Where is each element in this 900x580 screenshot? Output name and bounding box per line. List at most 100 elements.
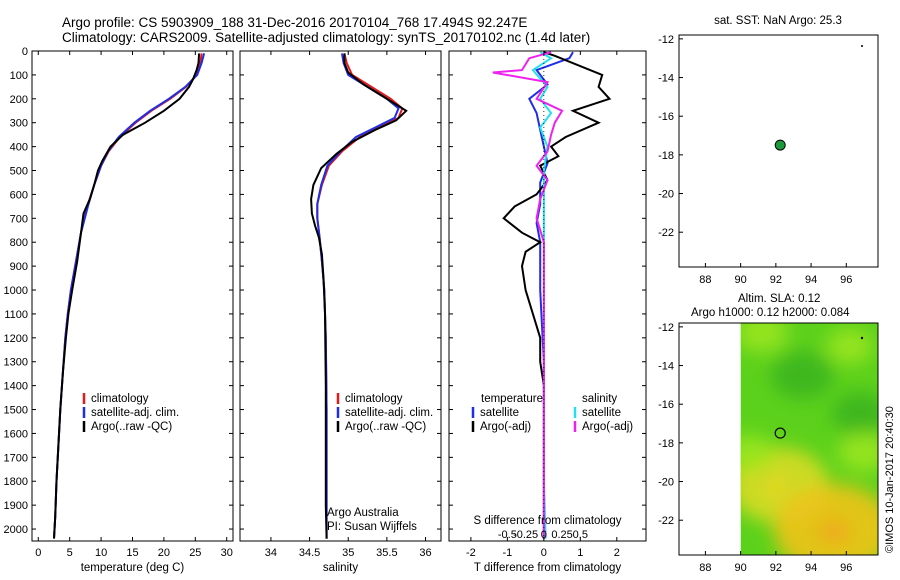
sal-annotation-1: PI: Susan Wijffels — [327, 521, 417, 533]
g-sla-ytick-label: -22 — [658, 515, 674, 527]
g-temp-xtick-label: 30 — [221, 547, 233, 559]
g-sst-ytick-label: -14 — [658, 73, 674, 85]
g-sla-frame — [678, 322, 879, 556]
g-temp-series-1 — [53, 53, 206, 539]
sst-title: sat. SST: NaN Argo: 25.3 — [714, 15, 842, 27]
g-sal-xtick-label: 34.5 — [299, 547, 320, 559]
g-sst-ytick-label: -20 — [658, 189, 674, 201]
imos-credit: ©IMOS 10-Jan-2017 20:40:30 — [884, 406, 896, 553]
g-sal-xtick-label: 34 — [265, 547, 277, 559]
g-temp-series-2 — [53, 53, 201, 539]
figure-title-line1: Argo profile: CS 5903909_188 31-Dec-2016… — [62, 15, 527, 30]
g-sal-series-2 — [310, 53, 408, 539]
g-temp-xtick-label: 25 — [189, 547, 201, 559]
temperature-panel: 0 5 10 15 20 25 30 temperature (deg C) 0 100 200 30… — [4, 46, 234, 574]
g-diff-xtick-label: 1 — [577, 547, 583, 559]
g-sal-series-1 — [316, 53, 400, 539]
sal-legend-0-label: climatology — [345, 393, 403, 405]
g-sst-xtick-label: 88 — [699, 274, 711, 286]
sla-title-1: Altim. SLA: 0.12 — [738, 293, 820, 305]
g-temp-ytick-label: 1400 — [4, 381, 28, 393]
g-temp-ytick-label: 1200 — [4, 333, 28, 345]
g-temp-ytick-label: 200 — [10, 94, 28, 106]
sla-blob-4 — [773, 483, 878, 555]
diff-legend-sal-title: salinity — [582, 393, 617, 405]
sla-field — [740, 323, 878, 555]
diff-stick-label: 0.25 — [551, 529, 572, 541]
g-diff-frame — [448, 50, 647, 542]
g-temp-ytick-label: 800 — [10, 237, 28, 249]
sla-blob-1 — [740, 323, 788, 353]
diff-top-label: S difference from climatology — [473, 515, 621, 527]
g-sla-ytick-label: -18 — [658, 438, 674, 450]
g-temp-ytick-label: 1900 — [4, 500, 28, 512]
g-sst-xtick-label: 90 — [735, 274, 747, 286]
g-diff-series-1 — [502, 51, 612, 539]
sst-map-panel: sat. SST: NaN Argo: 25.3 88 90 92 94 96 -12 -14… — [658, 15, 879, 286]
sla-blob-0 — [770, 351, 834, 400]
temp-legend-2-label: Argo(..raw -QC) — [91, 421, 172, 433]
temp-legend-0-label: climatology — [91, 393, 149, 405]
salinity-panel: 34 34.5 35 35.5 36 salinity climatology satelli… — [239, 50, 442, 574]
g-diff-series-3 — [492, 51, 564, 539]
g-sst-xtick-label: 96 — [840, 274, 852, 286]
g-temp-ytick-label: 900 — [10, 261, 28, 273]
g-sst-ytick-label: -22 — [658, 227, 674, 239]
g-temp-xtick-label: 20 — [158, 547, 170, 559]
g-sst-ytick-label: -12 — [658, 34, 674, 46]
sla-blobs — [740, 323, 878, 555]
figure-title-line2: Climatology: CARS2009. Satellite-adjuste… — [62, 30, 590, 45]
g-sst-frame — [678, 34, 879, 268]
g-temp-ytick-label: 600 — [10, 189, 28, 201]
g-temp-ytick-label: 1500 — [4, 405, 28, 417]
g-temp-ytick-label: 400 — [10, 142, 28, 154]
g-diff-xlabel: T difference from climatology — [474, 562, 621, 574]
g-sla-ytick-label: -20 — [658, 477, 674, 489]
g-sal-xtick-label: 36 — [419, 547, 431, 559]
g-sal-frame — [239, 50, 442, 542]
diff-stick-label: -0.5 — [498, 529, 517, 541]
g-sla-xtick-label: 88 — [699, 562, 711, 574]
g-sst-xtick-label: 94 — [805, 274, 817, 286]
g-temp-xlabel: temperature (deg C) — [81, 562, 185, 574]
g-sla-xtick-label: 90 — [735, 562, 747, 574]
diff-legend-0-label: satellite — [480, 407, 519, 419]
sla-blob-6 — [740, 434, 774, 471]
diff-legend-2-label: satellite — [582, 407, 621, 419]
g-diff-xtick-label: -1 — [502, 547, 512, 559]
g-diff-xtick-label: -2 — [466, 547, 476, 559]
g-temp-ytick-label: 1700 — [4, 452, 28, 464]
g-temp-ytick-label: 1800 — [4, 476, 28, 488]
g-temp-ytick-label: 1000 — [4, 285, 28, 297]
diff-stick-label: 0 — [541, 529, 547, 541]
g-temp-ytick-label: 0 — [22, 46, 28, 58]
g-sla-ytick-label: -14 — [658, 361, 674, 373]
sla-corner-dot — [860, 336, 864, 340]
g-sal-xlabel: salinity — [323, 562, 358, 574]
diff-legend-3-label: Argo(-adj) — [582, 421, 633, 433]
g-sla-ytick-label: -16 — [658, 399, 674, 411]
sla-blob-7 — [826, 328, 874, 365]
sla-blob-2 — [831, 391, 878, 436]
g-temp-ytick-label: 2000 — [4, 524, 28, 536]
g-temp-xtick-label: 10 — [95, 547, 107, 559]
g-temp-series-0 — [53, 53, 203, 539]
sst-corner-dot — [861, 45, 863, 47]
sla-map-panel: Altim. SLA: 0.12 Argo h1000: 0.12 h2000: … — [658, 293, 879, 574]
g-diff-series-2 — [531, 51, 554, 539]
g-sst-ytick-label: -16 — [658, 111, 674, 123]
g-sal-xtick-label: 35 — [342, 547, 354, 559]
sal-legend-1-label: satellite-adj. clim. — [345, 407, 433, 419]
g-temp-ytick-label: 500 — [10, 166, 28, 178]
sla-title-2: Argo h1000: 0.12 h2000: 0.084 — [691, 307, 850, 319]
diff-legend-1-label: Argo(-adj) — [480, 421, 531, 433]
g-sla-ytick-label: -12 — [658, 322, 674, 334]
temp-legend-1-label: satellite-adj. clim. — [91, 407, 179, 419]
g-sla-xtick-label: 92 — [770, 562, 782, 574]
g-temp-ytick-label: 700 — [10, 213, 28, 225]
g-sal-series-0 — [316, 53, 404, 539]
g-temp-xtick-label: 15 — [126, 547, 138, 559]
g-diff-xtick-label: 2 — [614, 547, 620, 559]
g-temp-ytick-label: 1600 — [4, 428, 28, 440]
sla-argo-point-0 — [774, 427, 786, 439]
